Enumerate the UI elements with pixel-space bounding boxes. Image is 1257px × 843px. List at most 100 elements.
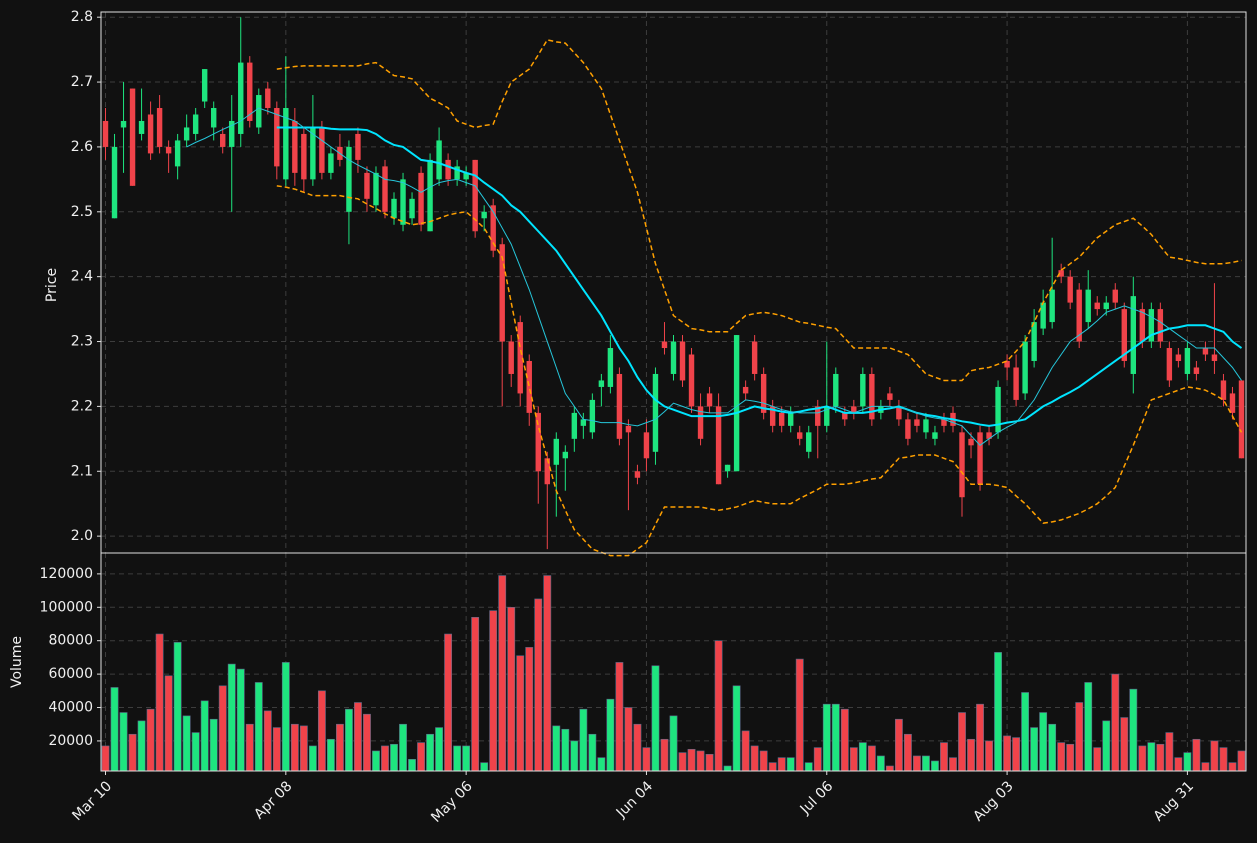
candle-body xyxy=(328,153,334,173)
volume-bar xyxy=(164,675,173,772)
candle-body xyxy=(842,412,848,420)
candle-body xyxy=(959,432,965,498)
candle-body xyxy=(526,360,532,413)
volume-bar xyxy=(290,723,299,772)
volume-bar xyxy=(399,723,407,772)
candle-body xyxy=(274,108,280,167)
candle-body xyxy=(833,373,839,407)
volume-bar xyxy=(858,742,867,772)
volume-bar xyxy=(696,750,705,772)
candle-body xyxy=(688,354,695,407)
volume-bar xyxy=(714,640,723,772)
candle-body xyxy=(1022,341,1028,394)
candle-body xyxy=(292,120,298,173)
candle-body xyxy=(454,166,460,180)
candle-body xyxy=(490,205,496,251)
volume-bar xyxy=(1003,735,1011,772)
indicator-line xyxy=(276,126,1243,427)
volume-bar xyxy=(552,725,561,772)
y-tick-label: 2.1 xyxy=(71,463,93,479)
candle-body xyxy=(1202,348,1209,355)
candle-body xyxy=(1058,270,1064,277)
candle-body xyxy=(1121,309,1127,361)
candle-body xyxy=(860,373,866,407)
volume-bar xyxy=(173,642,182,772)
volume-bar xyxy=(1210,740,1219,772)
volume-bar xyxy=(507,606,516,772)
y-tick-label: 2.4 xyxy=(71,269,93,285)
candle-body xyxy=(265,88,271,109)
candle-body xyxy=(905,419,911,439)
volume-bar xyxy=(110,687,119,772)
volume-bar xyxy=(795,658,804,772)
volume-bar xyxy=(209,718,218,772)
volume-bar xyxy=(642,747,651,772)
volume-bar xyxy=(462,745,471,772)
candle-body xyxy=(508,341,514,374)
volume-bar xyxy=(894,718,903,772)
volume-bar xyxy=(1228,762,1237,772)
volume-bar xyxy=(651,665,660,772)
candle-body xyxy=(923,419,929,433)
candle-body xyxy=(346,146,352,212)
y-tick-label: 2.2 xyxy=(71,398,93,414)
volume-bar xyxy=(1048,723,1057,772)
candle-body xyxy=(355,133,361,160)
candle-body xyxy=(391,198,397,219)
candle-body xyxy=(247,62,253,121)
candle-body xyxy=(535,412,541,472)
candle-body xyxy=(436,140,442,180)
volume-bar xyxy=(281,662,290,772)
volume-bar xyxy=(976,703,984,772)
volume-bar xyxy=(444,633,453,772)
candle-body xyxy=(1148,309,1155,342)
volume-bar xyxy=(363,713,371,772)
volume-bar xyxy=(1219,747,1228,772)
volume-bar xyxy=(417,742,425,772)
candle-body xyxy=(742,386,749,394)
volume-bar xyxy=(624,707,633,772)
volume-panel-frame xyxy=(100,552,1247,772)
volume-bar xyxy=(453,745,462,772)
candle-body xyxy=(1166,348,1173,381)
volume-bar xyxy=(660,738,669,772)
volume-bar xyxy=(1237,750,1246,772)
volume-bar xyxy=(317,690,326,772)
y-tick-label: 120000 xyxy=(40,566,93,582)
candle-body xyxy=(1013,367,1019,400)
candle-body xyxy=(968,438,974,446)
candle-body xyxy=(310,127,316,180)
candle-body xyxy=(201,69,208,102)
y-tick-label: 60000 xyxy=(48,666,93,682)
y-tick-label: 2.5 xyxy=(71,204,93,220)
candle-body xyxy=(192,114,199,134)
y-axis-label: Price xyxy=(44,268,60,302)
volume-bar xyxy=(299,725,308,772)
y-tick-label: 100000 xyxy=(40,599,93,615)
candle-body xyxy=(1157,309,1164,342)
candle-body xyxy=(580,419,587,426)
volume-bar xyxy=(777,757,786,772)
volume-bar xyxy=(471,617,480,772)
volume-bar xyxy=(579,708,588,772)
volume-bar xyxy=(1075,702,1084,772)
volume-bar xyxy=(967,738,975,772)
volume-bar xyxy=(849,747,858,772)
candle-body xyxy=(238,62,244,134)
volume-bar xyxy=(615,662,624,772)
candle-body xyxy=(517,322,523,394)
candle-body xyxy=(598,380,605,387)
candle-body xyxy=(824,406,830,426)
candle-body xyxy=(1139,309,1146,342)
candle-body xyxy=(625,425,632,433)
candle-body xyxy=(120,120,127,128)
volume-bar xyxy=(1039,712,1048,772)
candle-body xyxy=(887,393,893,400)
candle-body xyxy=(1175,354,1182,361)
candle-body xyxy=(1229,393,1236,413)
volume-bar xyxy=(345,708,353,772)
candle-body xyxy=(733,335,740,472)
candle-body xyxy=(797,432,803,439)
volume-bar xyxy=(768,762,777,772)
candle-body xyxy=(553,438,559,465)
